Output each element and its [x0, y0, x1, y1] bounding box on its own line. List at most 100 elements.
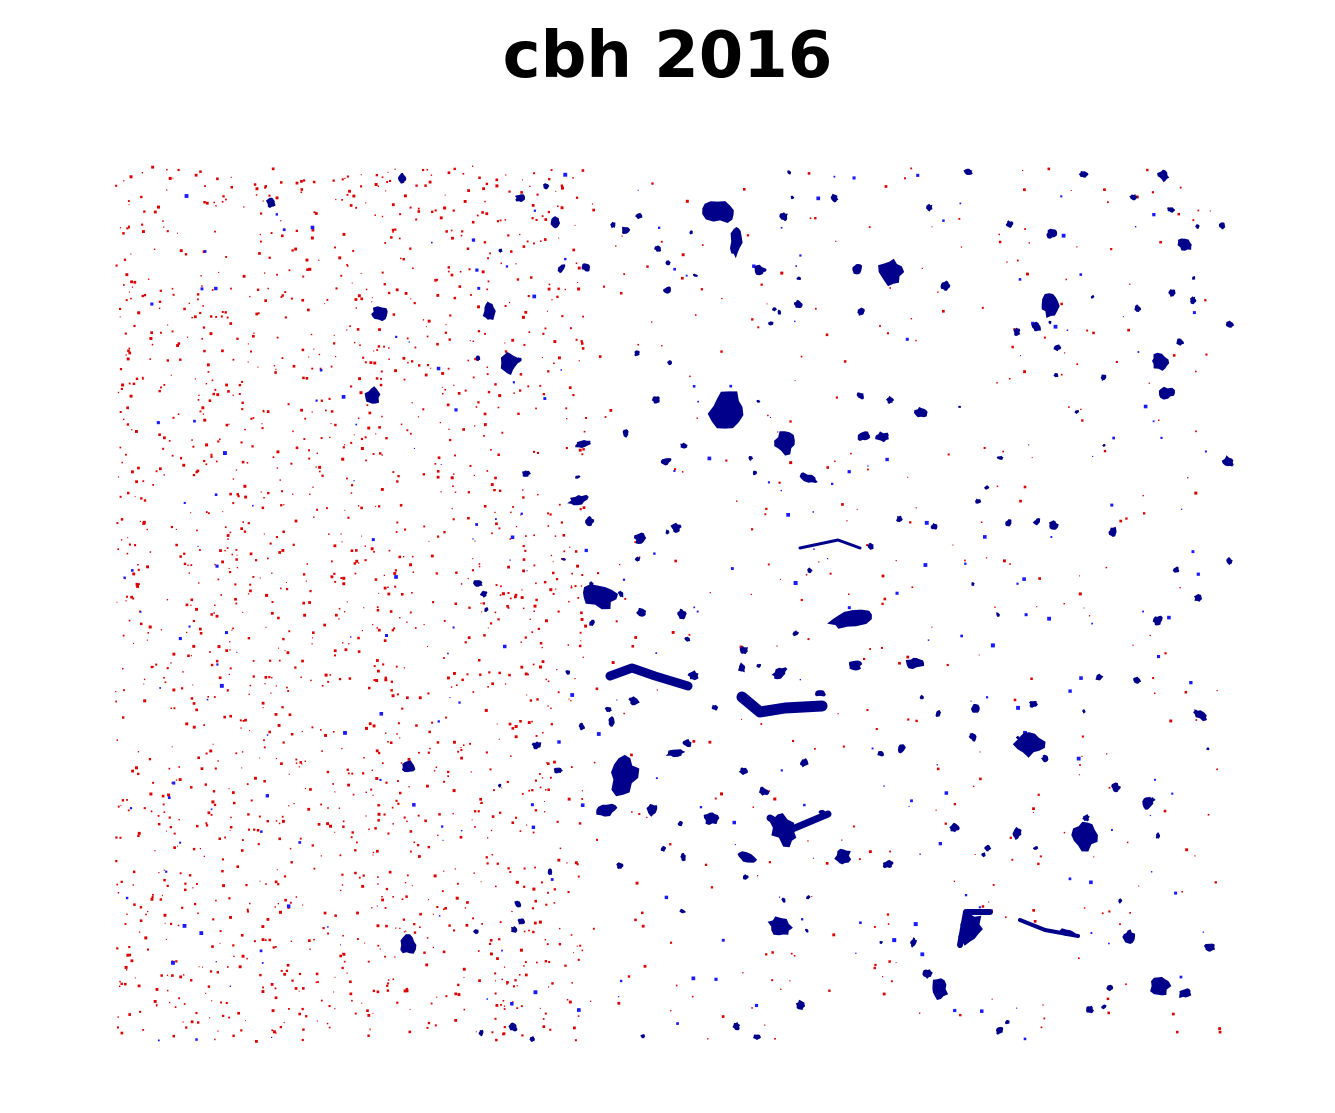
- red-change-pixel: [232, 627, 234, 630]
- red-change-pixel: [376, 905, 378, 907]
- red-change-pixel: [1115, 360, 1118, 363]
- red-change-pixel: [1086, 329, 1089, 332]
- red-change-pixel: [259, 973, 262, 977]
- red-change-pixel: [555, 190, 557, 192]
- red-change-pixel: [125, 273, 129, 277]
- red-change-pixel: [895, 962, 897, 964]
- red-change-pixel: [572, 248, 576, 252]
- red-change-pixel: [523, 343, 526, 346]
- red-change-pixel: [918, 1012, 921, 1014]
- red-change-pixel: [160, 629, 163, 631]
- red-change-pixel: [491, 815, 495, 818]
- red-change-pixel: [148, 758, 152, 761]
- red-change-pixel: [424, 373, 428, 377]
- blue-change-pixel: [1066, 329, 1069, 331]
- red-change-pixel: [485, 182, 489, 186]
- red-change-pixel: [444, 331, 447, 334]
- red-change-pixel: [413, 302, 416, 305]
- red-change-pixel: [354, 871, 357, 875]
- red-change-pixel: [825, 333, 829, 337]
- red-change-pixel: [376, 349, 379, 351]
- red-change-pixel: [890, 980, 893, 983]
- red-change-pixel: [406, 874, 409, 877]
- red-change-pixel: [790, 952, 793, 955]
- red-change-pixel: [177, 168, 180, 172]
- red-change-pixel: [521, 1034, 524, 1037]
- blue-change-pixel: [1142, 610, 1144, 613]
- red-change-pixel: [461, 230, 464, 233]
- water-fragment: [550, 216, 561, 229]
- red-change-pixel: [147, 910, 149, 913]
- red-change-pixel: [417, 814, 420, 817]
- red-change-pixel: [279, 1026, 282, 1029]
- red-change-pixel: [1110, 248, 1113, 251]
- red-change-pixel: [123, 689, 125, 692]
- red-change-pixel: [502, 1000, 505, 1002]
- blue-change-pixel: [460, 829, 463, 832]
- red-change-pixel: [241, 767, 243, 769]
- red-change-pixel: [520, 191, 523, 194]
- water-body: [834, 848, 852, 865]
- red-change-pixel: [354, 298, 358, 301]
- red-change-pixel: [1092, 331, 1095, 335]
- blue-change-pixel: [936, 764, 938, 766]
- red-change-pixel: [377, 345, 381, 348]
- red-change-pixel: [794, 380, 796, 382]
- red-change-pixel: [117, 1016, 119, 1018]
- red-change-pixel: [512, 1001, 514, 1003]
- red-change-pixel: [495, 178, 499, 182]
- red-change-pixel: [1040, 1026, 1043, 1029]
- red-change-pixel: [117, 805, 120, 808]
- red-change-pixel: [339, 889, 342, 892]
- red-change-pixel: [391, 806, 394, 809]
- red-change-pixel: [548, 961, 551, 963]
- red-change-pixel: [182, 671, 184, 673]
- red-change-pixel: [432, 601, 435, 604]
- water-body: [633, 532, 647, 544]
- water-fragment: [1049, 520, 1059, 530]
- red-change-pixel: [981, 306, 984, 309]
- red-change-pixel: [441, 890, 444, 893]
- red-change-pixel: [199, 549, 201, 551]
- red-change-pixel: [506, 780, 509, 784]
- red-change-pixel: [484, 332, 486, 335]
- red-change-pixel: [255, 187, 259, 191]
- red-change-pixel: [570, 586, 573, 589]
- red-change-pixel: [504, 305, 507, 307]
- water-channel: [766, 810, 832, 834]
- red-change-pixel: [495, 584, 498, 586]
- red-change-pixel: [199, 632, 203, 635]
- red-change-pixel: [1107, 1011, 1110, 1015]
- red-change-pixel: [468, 268, 471, 271]
- red-change-pixel: [195, 607, 198, 611]
- red-change-pixel: [385, 924, 388, 928]
- red-change-pixel: [236, 337, 239, 340]
- red-change-pixel: [229, 826, 233, 829]
- red-change-pixel: [426, 364, 430, 367]
- red-change-pixel: [303, 613, 307, 617]
- red-change-pixel: [344, 177, 346, 179]
- red-change-pixel: [514, 593, 518, 597]
- water-fragment: [1106, 984, 1114, 992]
- red-change-pixel: [126, 913, 128, 915]
- red-change-pixel: [557, 858, 561, 862]
- red-change-pixel: [202, 326, 206, 329]
- red-change-pixel: [477, 305, 480, 309]
- red-change-pixel: [281, 549, 285, 552]
- water-body: [1012, 732, 1046, 758]
- red-change-pixel: [377, 804, 380, 807]
- red-change-pixel: [947, 453, 950, 456]
- red-change-pixel: [256, 288, 260, 291]
- red-change-pixel: [294, 666, 297, 669]
- red-change-pixel: [283, 875, 287, 878]
- red-change-pixel: [445, 324, 447, 326]
- red-change-pixel: [329, 436, 331, 439]
- red-change-pixel: [472, 917, 474, 920]
- red-change-pixel: [539, 1007, 541, 1009]
- red-change-pixel: [406, 621, 408, 623]
- red-change-pixel: [546, 943, 549, 946]
- red-change-pixel: [302, 601, 306, 605]
- red-change-pixel: [374, 214, 376, 216]
- blue-change-pixel: [664, 895, 669, 900]
- red-change-pixel: [172, 652, 176, 656]
